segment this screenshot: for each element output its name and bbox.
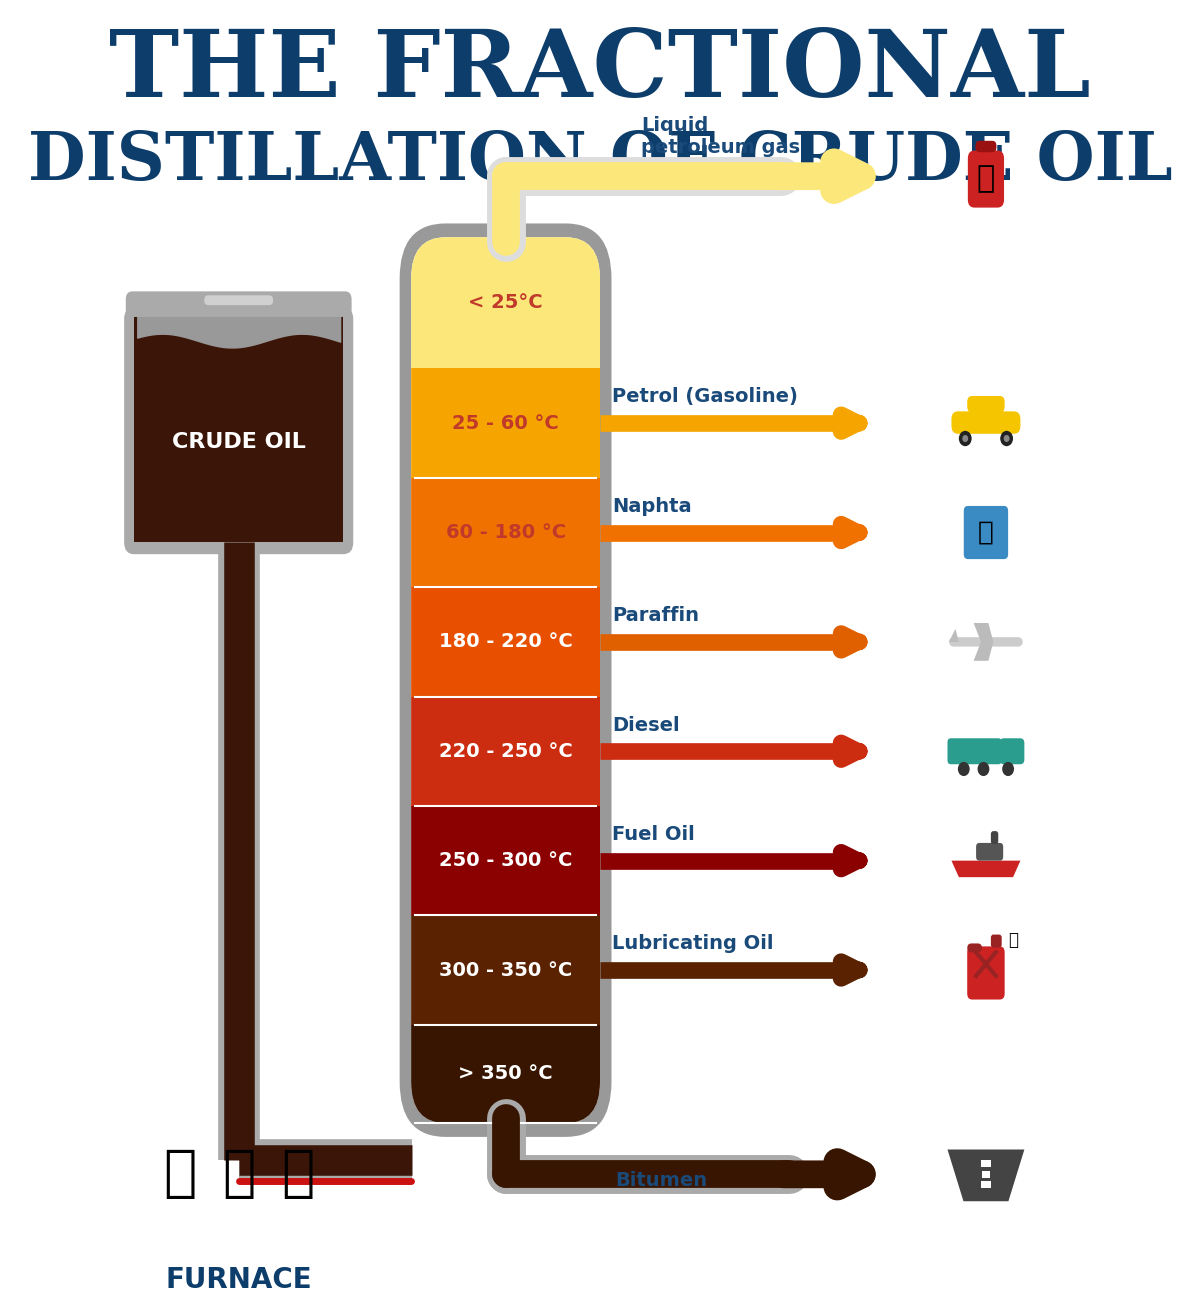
Polygon shape: [134, 314, 343, 542]
Text: Paraffin: Paraffin: [612, 607, 700, 625]
Text: Naphta: Naphta: [612, 496, 692, 516]
Circle shape: [958, 762, 970, 776]
Text: 60 - 180 °C: 60 - 180 °C: [445, 524, 565, 542]
Polygon shape: [973, 623, 994, 642]
Text: THE FRACTIONAL: THE FRACTIONAL: [109, 26, 1091, 115]
Text: Fuel Oil: Fuel Oil: [612, 826, 695, 844]
Circle shape: [959, 430, 972, 446]
Text: 250 - 300 °C: 250 - 300 °C: [439, 851, 572, 870]
Polygon shape: [948, 1150, 1025, 1201]
Text: 💧: 💧: [1008, 932, 1018, 950]
Polygon shape: [412, 1025, 600, 1124]
Text: 🔥: 🔥: [222, 1147, 256, 1201]
FancyBboxPatch shape: [948, 739, 1002, 765]
Polygon shape: [973, 642, 994, 661]
FancyBboxPatch shape: [949, 638, 1022, 647]
Text: 220 - 250 °C: 220 - 250 °C: [439, 741, 572, 761]
Text: Diesel: Diesel: [612, 715, 680, 735]
FancyBboxPatch shape: [976, 842, 1003, 861]
FancyBboxPatch shape: [967, 397, 1004, 412]
FancyBboxPatch shape: [991, 831, 998, 844]
FancyBboxPatch shape: [126, 292, 352, 318]
Text: CRUDE OIL: CRUDE OIL: [172, 433, 306, 452]
Text: > 350 °C: > 350 °C: [458, 1064, 553, 1083]
Circle shape: [978, 762, 989, 776]
FancyBboxPatch shape: [991, 934, 1002, 947]
Text: < 25°C: < 25°C: [468, 293, 542, 312]
Text: DISTILLATION OF CRUDE OIL: DISTILLATION OF CRUDE OIL: [28, 128, 1172, 194]
Polygon shape: [412, 696, 600, 806]
Polygon shape: [412, 915, 600, 1025]
Polygon shape: [980, 1182, 991, 1188]
Polygon shape: [952, 861, 1020, 877]
Circle shape: [1003, 435, 1009, 442]
FancyBboxPatch shape: [1000, 739, 1025, 765]
FancyBboxPatch shape: [968, 150, 1004, 207]
Text: FURNACE: FURNACE: [166, 1266, 312, 1293]
FancyBboxPatch shape: [967, 943, 982, 953]
Circle shape: [1002, 762, 1014, 776]
Text: Bitumen: Bitumen: [614, 1170, 707, 1190]
FancyBboxPatch shape: [400, 223, 612, 1137]
Text: Petrol (Gasoline): Petrol (Gasoline): [612, 388, 798, 407]
Polygon shape: [412, 806, 600, 915]
Text: 🔥: 🔥: [977, 165, 995, 193]
FancyBboxPatch shape: [967, 946, 1004, 999]
Polygon shape: [412, 368, 600, 478]
FancyBboxPatch shape: [964, 505, 1008, 559]
Polygon shape: [982, 1170, 990, 1178]
Circle shape: [1001, 430, 1013, 446]
Text: 300 - 350 °C: 300 - 350 °C: [439, 960, 572, 980]
Polygon shape: [980, 1160, 991, 1168]
Text: Liquid
petroleum gas: Liquid petroleum gas: [641, 115, 800, 157]
Text: 180 - 220 °C: 180 - 220 °C: [439, 632, 572, 652]
Polygon shape: [412, 237, 600, 368]
FancyBboxPatch shape: [952, 411, 1020, 434]
Text: 🔥: 🔥: [281, 1147, 314, 1201]
Text: 🔥: 🔥: [978, 520, 994, 546]
Polygon shape: [949, 629, 959, 642]
Polygon shape: [412, 478, 600, 587]
FancyBboxPatch shape: [412, 237, 600, 1124]
FancyBboxPatch shape: [124, 307, 353, 555]
FancyBboxPatch shape: [976, 141, 996, 152]
Text: 🔥: 🔥: [163, 1147, 196, 1201]
Circle shape: [962, 435, 968, 442]
Text: Lubricating Oil: Lubricating Oil: [612, 934, 774, 954]
Polygon shape: [412, 587, 600, 696]
FancyBboxPatch shape: [204, 295, 274, 305]
Text: 25 - 60 °C: 25 - 60 °C: [452, 413, 559, 433]
